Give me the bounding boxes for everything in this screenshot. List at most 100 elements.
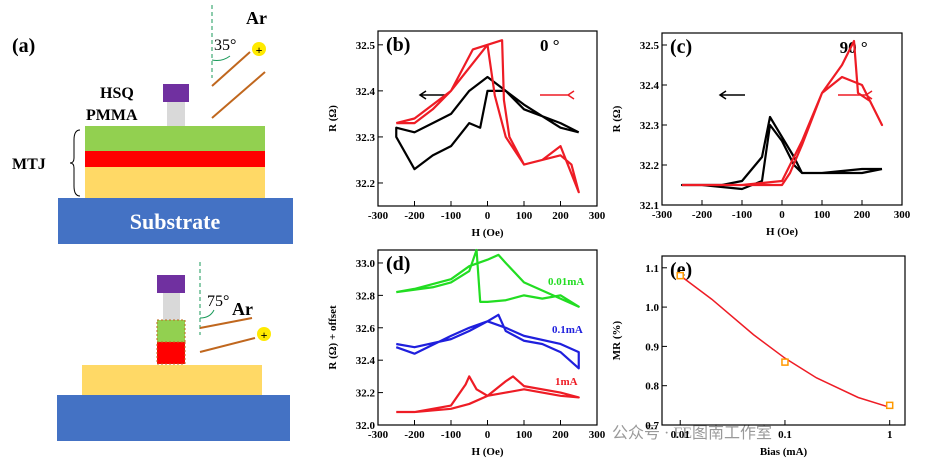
arrow <box>199 317 253 329</box>
angle: 75° <box>207 293 229 310</box>
y-tick-label: 32.5 <box>356 40 376 52</box>
y-tick-label: 32.1 <box>640 200 659 212</box>
mtj-label: MTJ <box>12 156 46 173</box>
direction-arrow <box>418 90 445 100</box>
y-tick-label: 32.3 <box>640 120 660 132</box>
layer <box>85 167 265 198</box>
series-line <box>395 75 580 171</box>
ion-sign: + <box>256 43 263 57</box>
x-tick-label: 0 <box>779 209 785 221</box>
direction-arrow <box>540 90 575 100</box>
x-tick-label: -300 <box>368 210 389 222</box>
panel-label: (e) <box>670 259 692 281</box>
layer <box>156 319 186 343</box>
series-line <box>396 248 580 308</box>
x-tick-label: 100 <box>814 209 831 221</box>
angle: 35° <box>214 37 236 54</box>
pmma <box>167 102 185 126</box>
layer <box>85 126 265 151</box>
pmma-label: PMMA <box>86 107 138 124</box>
series-label: 0.1mA <box>552 324 583 336</box>
series-line <box>682 39 884 187</box>
series-line <box>396 375 580 414</box>
panel-label: (a) <box>12 35 35 57</box>
direction-arrow <box>718 90 745 100</box>
watermark: 公众号 · FE图南工作室 <box>612 424 772 442</box>
x-tick-label: 300 <box>589 429 606 441</box>
x-tick-label: -200 <box>692 209 713 221</box>
y-tick-label: 32.4 <box>356 355 376 367</box>
substrate-label: Substrate <box>130 209 221 234</box>
y-tick-label: 32.3 <box>356 132 376 144</box>
y-tick-label: 32.2 <box>640 160 660 172</box>
y-axis-label: R (Ω) <box>327 105 339 132</box>
y-tick-label: 32.0 <box>356 420 376 432</box>
panel-label: (b) <box>386 34 410 56</box>
layer <box>156 341 186 365</box>
series-label: 0.01mA <box>548 276 584 288</box>
y-axis-label: MR (%) <box>611 320 623 360</box>
arrow <box>199 337 256 353</box>
gas-label: Ar <box>232 299 253 319</box>
x-axis-label: H (Oe) <box>471 446 503 458</box>
layer <box>85 151 265 167</box>
point <box>676 271 684 280</box>
panel-label: (d) <box>386 253 410 275</box>
x-tick-label: 100 <box>516 429 533 441</box>
x-tick-label: -100 <box>441 429 462 441</box>
x-tick-label: 200 <box>854 209 871 221</box>
gas-label: Ar <box>246 8 267 28</box>
y-tick-label: 32.4 <box>640 80 660 92</box>
point <box>781 358 789 366</box>
x-tick-label: 0 <box>485 210 491 222</box>
y-tick-label: 0.7 <box>645 420 659 432</box>
y-tick-label: 32.8 <box>356 290 376 302</box>
ion <box>252 42 266 56</box>
hsq-label: HSQ <box>100 85 134 102</box>
y-tick-label: 32.6 <box>356 323 376 335</box>
panel-label: (c) <box>670 36 692 58</box>
y-tick-label: 0.9 <box>645 341 659 353</box>
series-line <box>395 39 580 194</box>
x-tick-label: 0.01 <box>671 429 690 441</box>
substrate <box>57 395 290 441</box>
x-tick-label: 300 <box>589 210 606 222</box>
y-tick-label: 32.2 <box>356 388 376 400</box>
x-tick-label: -200 <box>404 429 425 441</box>
plot-frame <box>661 255 906 426</box>
diagram: (a) 35° Ar + HSQ PMMA MTJ Substrate 75° … <box>12 5 293 441</box>
y-tick-label: 32.5 <box>640 40 660 52</box>
brace <box>69 129 81 197</box>
point <box>885 401 894 410</box>
y-tick-label: 33.0 <box>356 258 376 270</box>
x-tick-label: -300 <box>368 429 389 441</box>
x-tick-label: -100 <box>441 210 462 222</box>
x-tick-label: -300 <box>652 209 673 221</box>
annotation: 0 ° <box>540 36 560 55</box>
arrow <box>211 51 251 87</box>
x-tick-label: 0.1 <box>778 429 792 441</box>
x-tick-label: 1 <box>887 429 893 441</box>
x-tick-label: 0 <box>485 429 491 441</box>
x-tick-label: 100 <box>516 210 533 222</box>
pmma <box>163 293 180 320</box>
series-line <box>680 115 883 191</box>
y-tick-label: 32.4 <box>356 86 376 98</box>
x-axis-label: H (Oe) <box>471 227 503 239</box>
hsq <box>163 84 189 102</box>
y-tick-label: 0.8 <box>645 381 659 393</box>
y-axis-label: R (Ω) + offset <box>327 305 339 370</box>
ion <box>257 327 271 341</box>
y-tick-label: 1.1 <box>645 263 659 275</box>
x-tick-label: 300 <box>894 209 911 221</box>
angle-arc <box>199 309 215 319</box>
x-tick-label: 200 <box>552 429 569 441</box>
series-line <box>395 313 580 370</box>
x-tick-label: -100 <box>732 209 753 221</box>
x-tick-label: -200 <box>404 210 425 222</box>
arrow <box>211 71 266 119</box>
substrate <box>58 198 293 244</box>
hsq <box>157 275 185 293</box>
angle-arc <box>211 55 231 61</box>
